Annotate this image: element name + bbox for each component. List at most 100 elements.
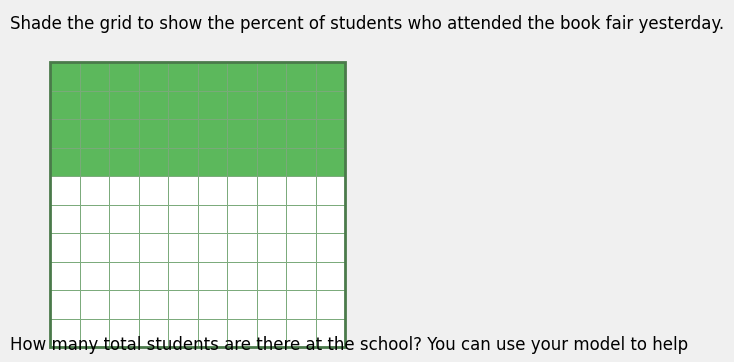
Bar	[316, 233, 345, 261]
Bar	[227, 233, 256, 261]
Bar	[286, 176, 316, 205]
Bar	[109, 176, 139, 205]
Bar	[286, 205, 316, 233]
Bar	[109, 119, 139, 147]
Bar	[316, 290, 345, 319]
Bar	[109, 261, 139, 290]
Bar	[316, 176, 345, 205]
Bar	[109, 233, 139, 261]
Bar	[168, 176, 197, 205]
Bar	[197, 147, 227, 176]
Bar	[316, 319, 345, 347]
Bar	[109, 62, 139, 90]
Bar	[139, 205, 168, 233]
Bar	[227, 90, 256, 119]
Bar	[197, 319, 227, 347]
Bar	[79, 176, 109, 205]
Bar	[227, 119, 256, 147]
Bar	[50, 261, 79, 290]
Bar	[109, 290, 139, 319]
Bar	[50, 205, 79, 233]
Bar	[227, 62, 256, 90]
Bar	[79, 119, 109, 147]
Bar	[197, 205, 227, 233]
Bar	[50, 62, 79, 90]
Bar	[168, 62, 197, 90]
Text: How many total students are there at the school? You can use your model to help: How many total students are there at the…	[10, 336, 688, 354]
Bar	[256, 90, 286, 119]
Bar	[79, 261, 109, 290]
Bar	[197, 90, 227, 119]
Text: Shade the grid to show the percent of students who attended the book fair yester: Shade the grid to show the percent of st…	[10, 15, 724, 33]
Bar	[256, 261, 286, 290]
Bar	[50, 90, 79, 119]
Bar	[79, 62, 109, 90]
Bar	[109, 319, 139, 347]
Bar	[168, 261, 197, 290]
Bar	[227, 205, 256, 233]
Bar	[79, 319, 109, 347]
Bar	[50, 176, 79, 205]
Bar	[286, 90, 316, 119]
Bar	[50, 290, 79, 319]
Bar	[79, 233, 109, 261]
Bar	[50, 119, 79, 147]
Bar	[139, 90, 168, 119]
Bar	[109, 147, 139, 176]
Bar	[316, 147, 345, 176]
Bar	[139, 176, 168, 205]
Bar	[168, 90, 197, 119]
Bar	[227, 261, 256, 290]
Bar	[197, 233, 227, 261]
Bar	[139, 319, 168, 347]
Bar	[286, 261, 316, 290]
Bar	[197, 176, 227, 205]
Bar	[50, 62, 345, 347]
Bar	[197, 119, 227, 147]
Bar	[79, 205, 109, 233]
Bar	[50, 319, 79, 347]
Bar	[256, 147, 286, 176]
Bar	[79, 147, 109, 176]
Bar	[227, 290, 256, 319]
Bar	[227, 147, 256, 176]
Bar	[316, 62, 345, 90]
Bar	[50, 147, 79, 176]
Bar	[168, 119, 197, 147]
Bar	[256, 319, 286, 347]
Bar	[316, 119, 345, 147]
Bar	[109, 205, 139, 233]
Bar	[286, 119, 316, 147]
Bar	[197, 290, 227, 319]
Bar	[139, 233, 168, 261]
Bar	[168, 233, 197, 261]
Bar	[139, 62, 168, 90]
Bar	[286, 233, 316, 261]
Bar	[197, 62, 227, 90]
Bar	[256, 205, 286, 233]
Bar	[139, 261, 168, 290]
Bar	[227, 176, 256, 205]
Bar	[286, 319, 316, 347]
Bar	[316, 205, 345, 233]
Bar	[50, 233, 79, 261]
Bar	[79, 290, 109, 319]
Bar	[168, 205, 197, 233]
Bar	[139, 290, 168, 319]
Bar	[109, 90, 139, 119]
Bar	[79, 90, 109, 119]
Bar	[286, 62, 316, 90]
Bar	[168, 319, 197, 347]
Bar	[139, 147, 168, 176]
Bar	[256, 119, 286, 147]
Bar	[316, 90, 345, 119]
Bar	[256, 62, 286, 90]
Bar	[316, 261, 345, 290]
Bar	[256, 290, 286, 319]
Bar	[256, 176, 286, 205]
Bar	[227, 319, 256, 347]
Bar	[168, 290, 197, 319]
Bar	[286, 147, 316, 176]
Bar	[256, 233, 286, 261]
Bar	[139, 119, 168, 147]
